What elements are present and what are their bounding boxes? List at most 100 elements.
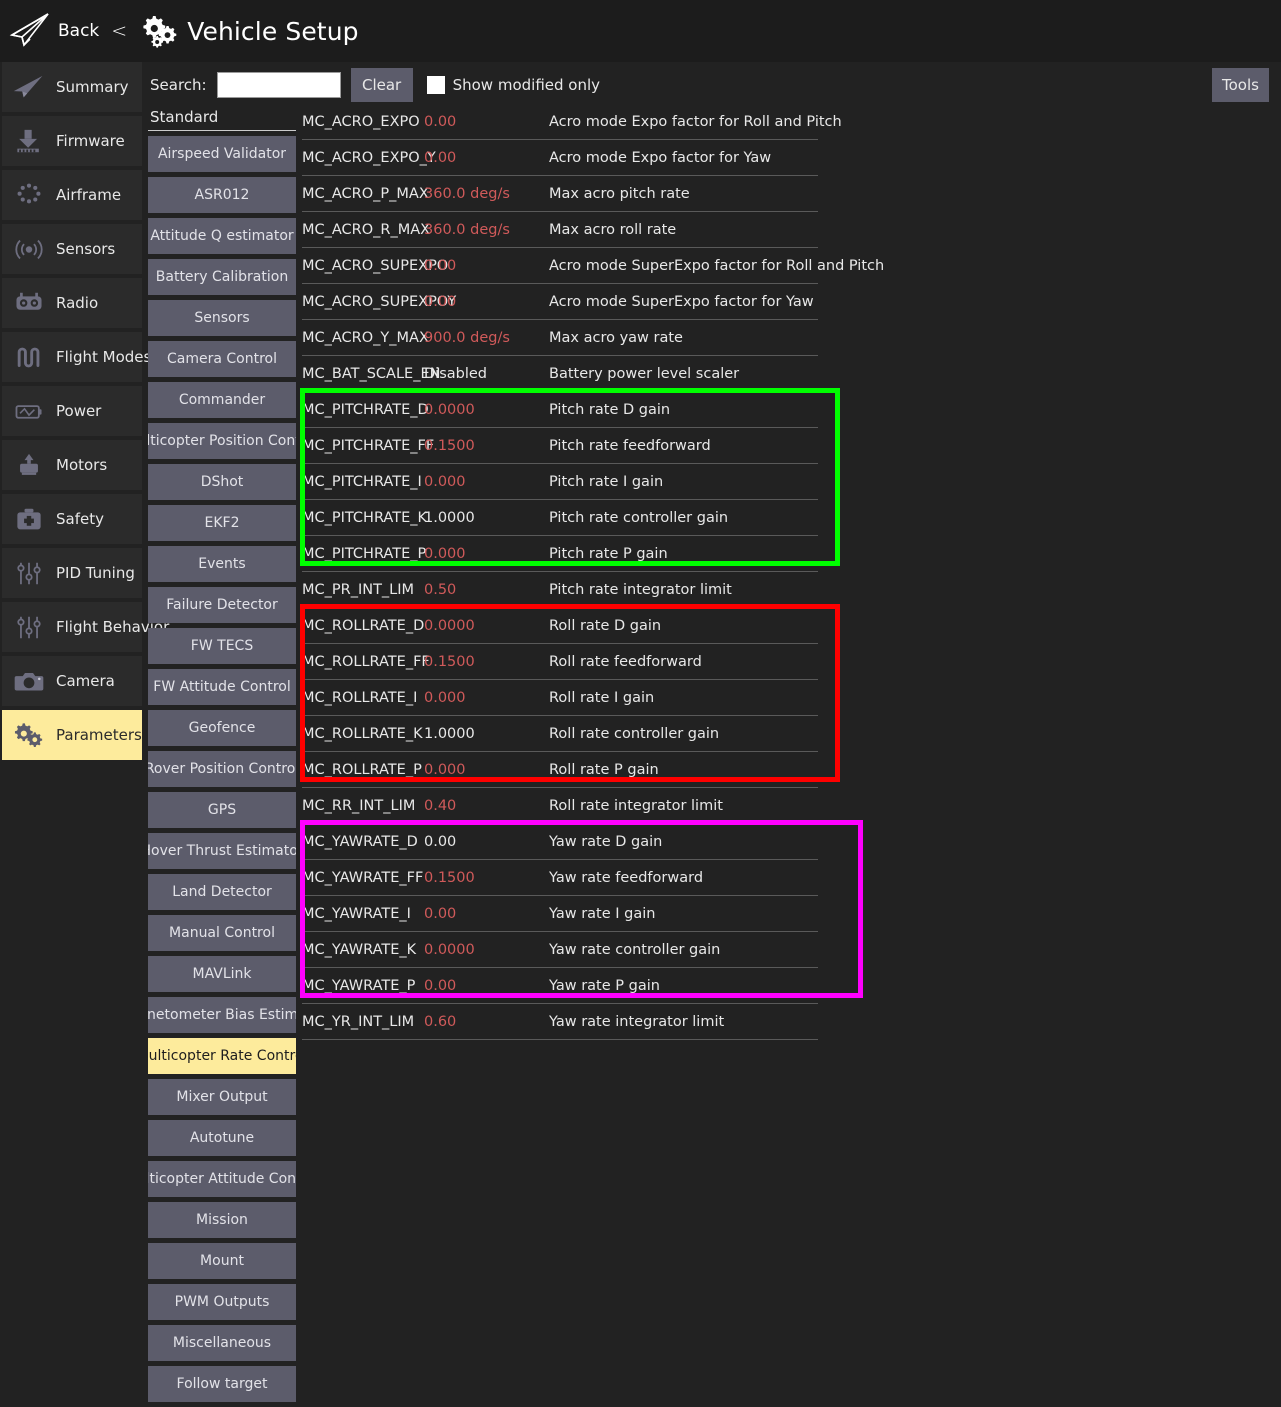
- parameter-row[interactable]: MC_ACRO_R_MAX 360.0 deg/s Max acro roll ra…: [302, 212, 818, 248]
- sidebar-item-pid-tuning[interactable]: PID Tuning: [2, 548, 142, 598]
- parameter-value: Disabled: [424, 365, 487, 382]
- sidebar-item-label: Parameters: [56, 726, 142, 744]
- sliders-icon: [10, 558, 48, 588]
- sidebar-item-parameters[interactable]: Parameters: [2, 710, 142, 760]
- parameter-group-item[interactable]: PWM Outputs: [148, 1284, 296, 1320]
- parameter-row[interactable]: MC_ACRO_EXPO_Y 0.00 Acro mode Expo factor …: [302, 140, 818, 176]
- sidebar-item-flight-modes[interactable]: Flight Modes: [2, 332, 151, 382]
- parameter-description: Pitch rate integrator limit: [549, 581, 732, 598]
- parameter-row[interactable]: MC_PITCHRATE_P 0.000 Pitch rate P gain: [302, 536, 818, 572]
- parameter-group-item[interactable]: Multicopter Rate Control: [148, 1038, 296, 1074]
- sidebar-item-summary[interactable]: Summary: [2, 62, 142, 112]
- parameter-group-item[interactable]: Sensors: [148, 300, 296, 336]
- parameter-group-item[interactable]: Geofence: [148, 710, 296, 746]
- parameter-row[interactable]: MC_RR_INT_LIM 0.40 Roll rate integrator li…: [302, 788, 818, 824]
- sidebar-item-sensors[interactable]: Sensors: [2, 224, 142, 274]
- parameter-group-item[interactable]: Failure Detector: [148, 587, 296, 623]
- parameter-row[interactable]: MC_ROLLRATE_D 0.0000 Roll rate D gain: [302, 608, 818, 644]
- parameter-group-item[interactable]: Multicopter Attitude Control: [148, 1161, 296, 1197]
- parameter-group-item[interactable]: Manual Control: [148, 915, 296, 951]
- parameter-name: MC_ROLLRATE_I: [302, 689, 418, 706]
- parameter-name: MC_ACRO_SUPEXPO: [302, 257, 449, 274]
- parameter-row[interactable]: MC_BAT_SCALE_EN Disabled Battery power lev…: [302, 356, 818, 392]
- parameter-group-item[interactable]: ASR012: [148, 177, 296, 213]
- parameter-row[interactable]: MC_PR_INT_LIM 0.50 Pitch rate integrator l…: [302, 572, 818, 608]
- parameter-group-item[interactable]: Rover Position Control: [148, 751, 296, 787]
- parameter-group-item[interactable]: Camera Control: [148, 341, 296, 377]
- parameter-row[interactable]: MC_ACRO_EXPO 0.00 Acro mode Expo factor fo…: [302, 104, 842, 140]
- parameter-group-item[interactable]: Mount: [148, 1243, 296, 1279]
- parameter-row[interactable]: MC_PITCHRATE_FF 0.1500 Pitch rate feedforw…: [302, 428, 818, 464]
- parameter-row[interactable]: MC_YAWRATE_FF 0.1500 Yaw rate feedforward: [302, 860, 818, 896]
- parameter-row[interactable]: MC_ACRO_SUPEXPOY 0.00 Acro mode SuperExpo …: [302, 284, 818, 320]
- tools-button[interactable]: Tools: [1212, 68, 1269, 102]
- sidebar-item-label: Motors: [56, 456, 108, 474]
- parameter-description: Max acro pitch rate: [549, 185, 690, 202]
- parameter-description: Acro mode SuperExpo factor for Roll and …: [549, 257, 885, 274]
- parameter-value: 360.0 deg/s: [424, 185, 510, 202]
- search-input[interactable]: [216, 72, 341, 98]
- parameter-row[interactable]: MC_ROLLRATE_FF 0.1500 Roll rate feedforwar…: [302, 644, 818, 680]
- parameter-name: MC_ACRO_R_MAX: [302, 221, 431, 238]
- signal-waves-icon: [10, 234, 48, 264]
- sidebar-item-airframe[interactable]: Airframe: [2, 170, 142, 220]
- parameter-group-item[interactable]: GPS: [148, 792, 296, 828]
- sidebar-item-firmware[interactable]: Firmware: [2, 116, 142, 166]
- parameter-group-item[interactable]: Autotune: [148, 1120, 296, 1156]
- parameter-group-item[interactable]: Follow target: [148, 1366, 296, 1402]
- parameter-group-item[interactable]: FW TECS: [148, 628, 296, 664]
- parameter-row[interactable]: MC_PITCHRATE_D 0.0000 Pitch rate D gain: [302, 392, 818, 428]
- sidebar-item-safety[interactable]: Safety: [2, 494, 142, 544]
- parameter-group-item[interactable]: Commander: [148, 382, 296, 418]
- parameter-description: Pitch rate P gain: [549, 545, 668, 562]
- parameter-row[interactable]: MC_ROLLRATE_K 1.0000 Roll rate controller …: [302, 716, 818, 752]
- back-button-label[interactable]: Back: [58, 21, 100, 41]
- clear-button[interactable]: Clear: [350, 68, 413, 102]
- sidebar-item-flight-behavior[interactable]: Flight Behavior: [2, 602, 169, 652]
- parameter-group-item[interactable]: Attitude Q estimator: [148, 218, 296, 254]
- parameter-group-item[interactable]: Mixer Output: [148, 1079, 296, 1115]
- parameter-group-item[interactable]: Magnetometer Bias Estimator: [148, 997, 296, 1033]
- parameter-row[interactable]: MC_YAWRATE_I 0.00 Yaw rate I gain: [302, 896, 818, 932]
- sidebar-item-motors[interactable]: Motors: [2, 440, 142, 490]
- parameter-value: 0.00: [424, 977, 457, 994]
- parameter-description: Roll rate D gain: [549, 617, 662, 634]
- sidebar-item-label: PID Tuning: [56, 564, 135, 582]
- parameter-row[interactable]: MC_PITCHRATE_K 1.0000 Pitch rate controlle…: [302, 500, 818, 536]
- parameter-group-item[interactable]: Hover Thrust Estimator: [148, 833, 296, 869]
- parameter-group-item[interactable]: Miscellaneous: [148, 1325, 296, 1361]
- parameter-group-item[interactable]: Mission: [148, 1202, 296, 1238]
- parameter-row[interactable]: MC_ROLLRATE_P 0.000 Roll rate P gain: [302, 752, 818, 788]
- show-modified-only-checkbox[interactable]: [426, 76, 445, 94]
- sidebar-item-camera[interactable]: Camera: [2, 656, 142, 706]
- parameter-group-item[interactable]: Land Detector: [148, 874, 296, 910]
- parameter-value: 0.00: [424, 113, 457, 130]
- parameter-name: MC_RR_INT_LIM: [302, 797, 416, 814]
- parameter-group-item[interactable]: Battery Calibration: [148, 259, 296, 295]
- parameter-row[interactable]: MC_ACRO_P_MAX 360.0 deg/s Max acro pitch r…: [302, 176, 818, 212]
- sidebar-item-radio[interactable]: Radio: [2, 278, 142, 328]
- parameter-group-item[interactable]: EKF2: [148, 505, 296, 541]
- parameter-row[interactable]: MC_YR_INT_LIM 0.60 Yaw rate integrator lim…: [302, 1004, 818, 1040]
- parameter-name: MC_ACRO_Y_MAX: [302, 329, 429, 346]
- parameter-group-item[interactable]: Multicopter Position Control: [148, 423, 296, 459]
- parameter-group-item[interactable]: Airspeed Validator: [148, 136, 296, 172]
- parameter-group-item[interactable]: DShot: [148, 464, 296, 500]
- parameter-row[interactable]: MC_ACRO_SUPEXPO 0.00 Acro mode SuperExpo f…: [302, 248, 884, 284]
- parameter-group-item[interactable]: Events: [148, 546, 296, 582]
- parameter-value: 0.00: [424, 293, 457, 310]
- parameter-row[interactable]: MC_ROLLRATE_I 0.000 Roll rate I gain: [302, 680, 818, 716]
- parameter-row[interactable]: MC_ACRO_Y_MAX 900.0 deg/s Max acro yaw rat…: [302, 320, 818, 356]
- parameter-group-item[interactable]: FW Attitude Control: [148, 669, 296, 705]
- parameter-row[interactable]: MC_YAWRATE_P 0.00 Yaw rate P gain: [302, 968, 818, 1004]
- sidebar-item-power[interactable]: Power: [2, 386, 142, 436]
- parameter-row[interactable]: MC_YAWRATE_K 0.0000 Yaw rate controller ga…: [302, 932, 818, 968]
- parameter-group-item[interactable]: MAVLink: [148, 956, 296, 992]
- chevron-left-icon[interactable]: <: [111, 20, 128, 42]
- parameter-row[interactable]: MC_PITCHRATE_I 0.000 Pitch rate I gain: [302, 464, 818, 500]
- paper-plane-icon: [10, 72, 48, 102]
- parameter-row[interactable]: MC_YAWRATE_D 0.00 Yaw rate D gain: [302, 824, 818, 860]
- paper-plane-icon[interactable]: [8, 11, 52, 51]
- parameter-value: 0.000: [424, 761, 466, 778]
- parameter-description: Acro mode Expo factor for Yaw: [549, 149, 772, 166]
